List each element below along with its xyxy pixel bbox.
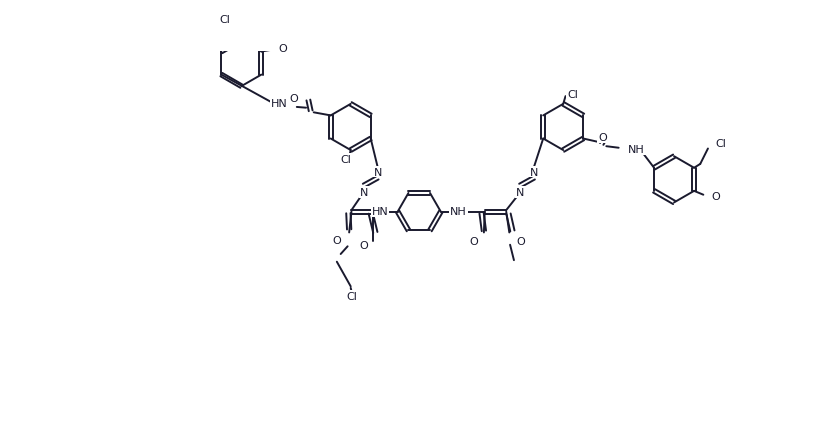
Text: N: N	[516, 187, 524, 197]
Text: O: O	[290, 94, 298, 104]
Text: O: O	[516, 237, 525, 246]
Text: Cl: Cl	[716, 139, 726, 149]
Text: Cl: Cl	[220, 15, 231, 25]
Text: O: O	[711, 192, 720, 202]
Text: HN: HN	[271, 99, 288, 109]
Text: NH: NH	[628, 145, 645, 155]
Text: N: N	[530, 167, 538, 177]
Text: O: O	[598, 132, 607, 143]
Text: O: O	[278, 44, 287, 54]
Text: O: O	[359, 240, 368, 250]
Text: Cl: Cl	[340, 155, 352, 165]
Text: Cl: Cl	[347, 291, 357, 301]
Text: O: O	[470, 237, 479, 246]
Text: Cl: Cl	[567, 89, 578, 100]
Text: O: O	[332, 236, 341, 246]
Text: N: N	[360, 187, 368, 197]
Text: NH: NH	[450, 206, 467, 216]
Text: N: N	[374, 167, 382, 177]
Text: HN: HN	[371, 206, 389, 216]
